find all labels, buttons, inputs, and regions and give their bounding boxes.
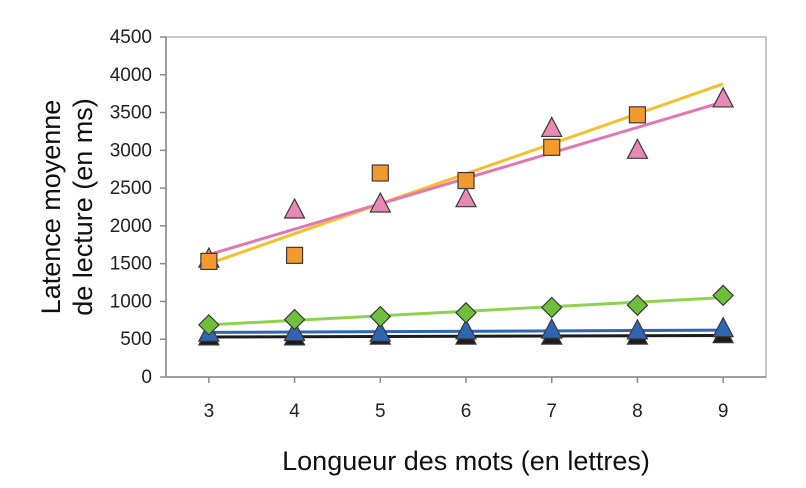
data-point bbox=[369, 320, 392, 342]
y-tick-label: 3000 bbox=[110, 140, 152, 161]
x-tick-label: 5 bbox=[375, 401, 386, 422]
data-point bbox=[543, 138, 561, 156]
data-point bbox=[540, 116, 563, 138]
data-point bbox=[626, 138, 649, 159]
y-axis-title-line: de lecture (en ms) bbox=[68, 98, 98, 316]
data-point bbox=[198, 314, 220, 336]
data-point bbox=[200, 252, 218, 270]
y-tick-label: 1500 bbox=[110, 254, 152, 275]
x-tick-label: 8 bbox=[632, 401, 643, 422]
y-tick-label: 2000 bbox=[110, 216, 152, 237]
y-tick-label: 2500 bbox=[110, 178, 152, 199]
data-point bbox=[457, 171, 475, 190]
data-point bbox=[712, 86, 735, 108]
y-axis-ticks: 0 500 1000 1500 2000 2500 3000 3500 4000 4500 bbox=[110, 27, 166, 388]
y-tick-label: 500 bbox=[120, 329, 152, 350]
x-tick-label: 7 bbox=[546, 401, 557, 422]
x-tick-label: 9 bbox=[718, 401, 729, 422]
x-tick-label: 4 bbox=[289, 401, 300, 422]
data-point bbox=[626, 294, 649, 317]
data-point bbox=[283, 308, 306, 331]
y-tick-label: 1000 bbox=[110, 291, 152, 312]
data-point bbox=[626, 318, 649, 340]
x-axis-ticks: 3 4 5 6 7 8 9 bbox=[204, 377, 729, 422]
data-point bbox=[540, 296, 563, 319]
y-axis-title-line: Latence moyenne bbox=[36, 100, 66, 315]
data-point bbox=[369, 305, 392, 328]
y-tick-label: 4500 bbox=[110, 27, 152, 48]
y-axis-title: Latence moyennede lecture (en ms) bbox=[36, 98, 98, 316]
data-point bbox=[455, 186, 477, 208]
data-point bbox=[455, 318, 477, 340]
data-point bbox=[283, 197, 306, 219]
y-tick-label: 3500 bbox=[110, 103, 152, 124]
x-tick-label: 6 bbox=[461, 401, 472, 422]
data-point bbox=[283, 320, 306, 342]
x-tick-label: 3 bbox=[204, 401, 215, 422]
data-point bbox=[455, 301, 477, 324]
data-point bbox=[371, 164, 389, 182]
x-axis-title: Longueur des mots (en lettres) bbox=[282, 446, 650, 476]
data-point bbox=[285, 246, 304, 264]
data-point bbox=[540, 317, 563, 339]
y-tick-label: 4000 bbox=[110, 65, 152, 86]
data-point bbox=[712, 316, 735, 338]
data-markers bbox=[197, 86, 735, 346]
data-point bbox=[628, 106, 647, 124]
data-point bbox=[369, 191, 392, 213]
data-point bbox=[712, 284, 734, 307]
y-tick-label: 0 bbox=[141, 367, 152, 388]
